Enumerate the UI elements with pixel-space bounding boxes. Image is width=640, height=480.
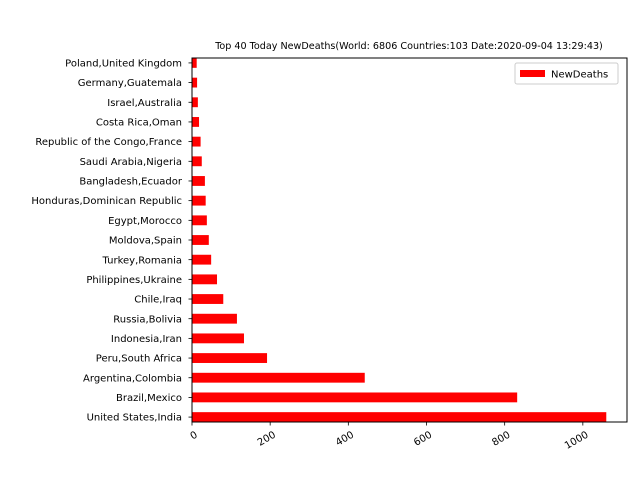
bar	[192, 97, 198, 108]
y-tick-label: Bangladesh,Ecuador	[79, 177, 183, 188]
y-tick-label: Chile,Iraq	[134, 295, 182, 306]
y-tick-label: Egypt,Morocco	[108, 216, 182, 227]
bar	[192, 117, 200, 127]
bar	[192, 195, 206, 206]
y-tick-label: Indonesia,Iran	[111, 334, 182, 345]
legend: NewDeaths	[514, 62, 619, 85]
axes-frame	[191, 57, 628, 423]
y-tick-label: Poland,United Kingdom	[65, 59, 182, 70]
bar	[192, 156, 202, 167]
bar	[192, 333, 244, 344]
y-tick-label: Honduras,Dominican Republic	[31, 196, 182, 207]
bar	[192, 294, 224, 304]
bar	[192, 392, 518, 403]
y-tick-label: Turkey,Romania	[102, 255, 182, 266]
y-tick-label: Republic of the Congo,France	[35, 137, 182, 148]
y-tick-label: Argentina,Colombia	[83, 373, 182, 384]
legend-swatch	[520, 70, 545, 77]
bar	[192, 274, 218, 285]
y-tick-label: Costa Rica,Oman	[96, 118, 182, 129]
bar	[192, 235, 209, 245]
y-tick-label: Brazil,Mexico	[116, 393, 182, 404]
bars-layer	[192, 58, 607, 422]
y-tick-label: Saudi Arabia,Nigeria	[80, 157, 182, 168]
legend-box	[514, 62, 619, 85]
bar	[192, 412, 607, 422]
bar	[192, 136, 201, 147]
chart-title: Top 40 Today NewDeaths(World: 6806 Count…	[214, 41, 603, 52]
bar	[192, 353, 268, 363]
bar	[192, 313, 237, 324]
bar	[192, 372, 365, 383]
y-tick-label: Philippines,Ukraine	[86, 275, 182, 286]
bar	[192, 58, 197, 68]
y-tick-label: Germany,Guatemala	[78, 78, 182, 89]
y-axis: United States,India Brazil,Mexico Argentin…	[31, 59, 192, 424]
y-tick-label: Israel,Australia	[107, 98, 182, 109]
y-tick-label: United States,India	[87, 413, 182, 424]
bar	[192, 254, 212, 265]
bar	[192, 176, 205, 186]
y-tick-label: Peru,South Africa	[96, 354, 182, 365]
legend-label: NewDeaths	[551, 70, 608, 81]
y-tick-label: Moldova,Spain	[109, 236, 182, 247]
y-tick-label: Russia,Bolivia	[113, 314, 182, 325]
bar	[192, 215, 207, 226]
x-tick-label: 0	[189, 430, 200, 443]
bar	[192, 77, 198, 88]
